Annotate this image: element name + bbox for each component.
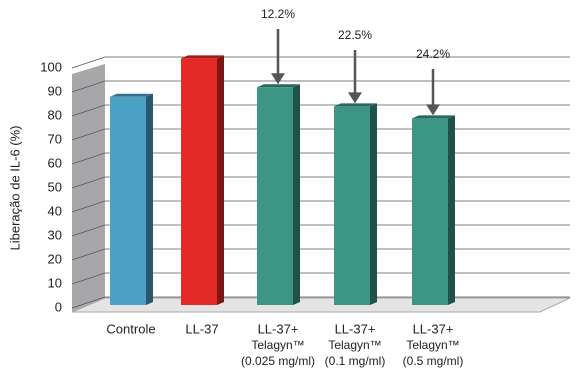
bar: [257, 84, 300, 305]
annotation: 12.2%: [261, 7, 295, 21]
y-tick-label: 80: [48, 107, 62, 122]
bar-face: [334, 106, 370, 306]
left-wall: [72, 64, 105, 312]
arrow-head: [426, 104, 440, 116]
x-tick-label: Controle: [106, 321, 155, 336]
bar: [110, 93, 153, 305]
x-tick-label: Telagyn™: [328, 338, 381, 352]
bar-face: [293, 84, 300, 305]
grid-line: [71, 56, 570, 69]
bar-face: [412, 118, 448, 306]
grid-line: [71, 80, 570, 93]
bar-face: [448, 115, 455, 306]
grid-line: [71, 104, 570, 117]
y-tick-label: 90: [48, 83, 62, 98]
x-tick-label: LL-37: [185, 321, 218, 336]
y-tick-label: 50: [48, 179, 62, 194]
bar-face: [181, 58, 217, 306]
annotation: 22.5%: [338, 28, 372, 42]
y-tick-label: 40: [48, 203, 62, 218]
y-tick-label: 100: [40, 59, 62, 74]
y-tick-label: 20: [48, 251, 62, 266]
y-tick-label: 0: [55, 299, 62, 314]
x-tick-label: (0.025 mg/ml): [241, 354, 315, 368]
bar: [334, 103, 377, 306]
x-tick-label: Telagyn™: [251, 338, 304, 352]
bar-face: [257, 84, 300, 88]
annotation: 24.2%: [416, 47, 450, 61]
bar-face: [412, 115, 455, 119]
y-tick-label: 30: [48, 227, 62, 242]
x-tick-label: LL-37+: [335, 321, 376, 336]
y-tick-label: 60: [48, 155, 62, 170]
y-tick-label: 10: [48, 275, 62, 290]
bar-face: [217, 55, 224, 306]
x-tick-label: (0.5 mg/ml): [403, 354, 464, 368]
arrow-head: [348, 92, 362, 104]
bar-face: [334, 103, 377, 107]
bar-face: [257, 87, 293, 305]
x-tick-label: LL-37+: [258, 321, 299, 336]
x-tick-label: LL-37+: [413, 321, 454, 336]
x-tick-label: (0.1 mg/ml): [325, 354, 386, 368]
arrow-head: [271, 73, 285, 85]
bar-face: [110, 96, 146, 305]
bar-face: [181, 55, 224, 59]
y-tick-label: 70: [48, 131, 62, 146]
y-axis-label: Liberação de IL-6 (%): [7, 125, 22, 250]
x-tick-label: Telagyn™: [406, 338, 459, 352]
bar-face: [370, 103, 377, 306]
bar-face: [146, 93, 153, 305]
bar-face: [110, 93, 153, 97]
bar: [181, 55, 224, 306]
bar: [412, 115, 455, 306]
